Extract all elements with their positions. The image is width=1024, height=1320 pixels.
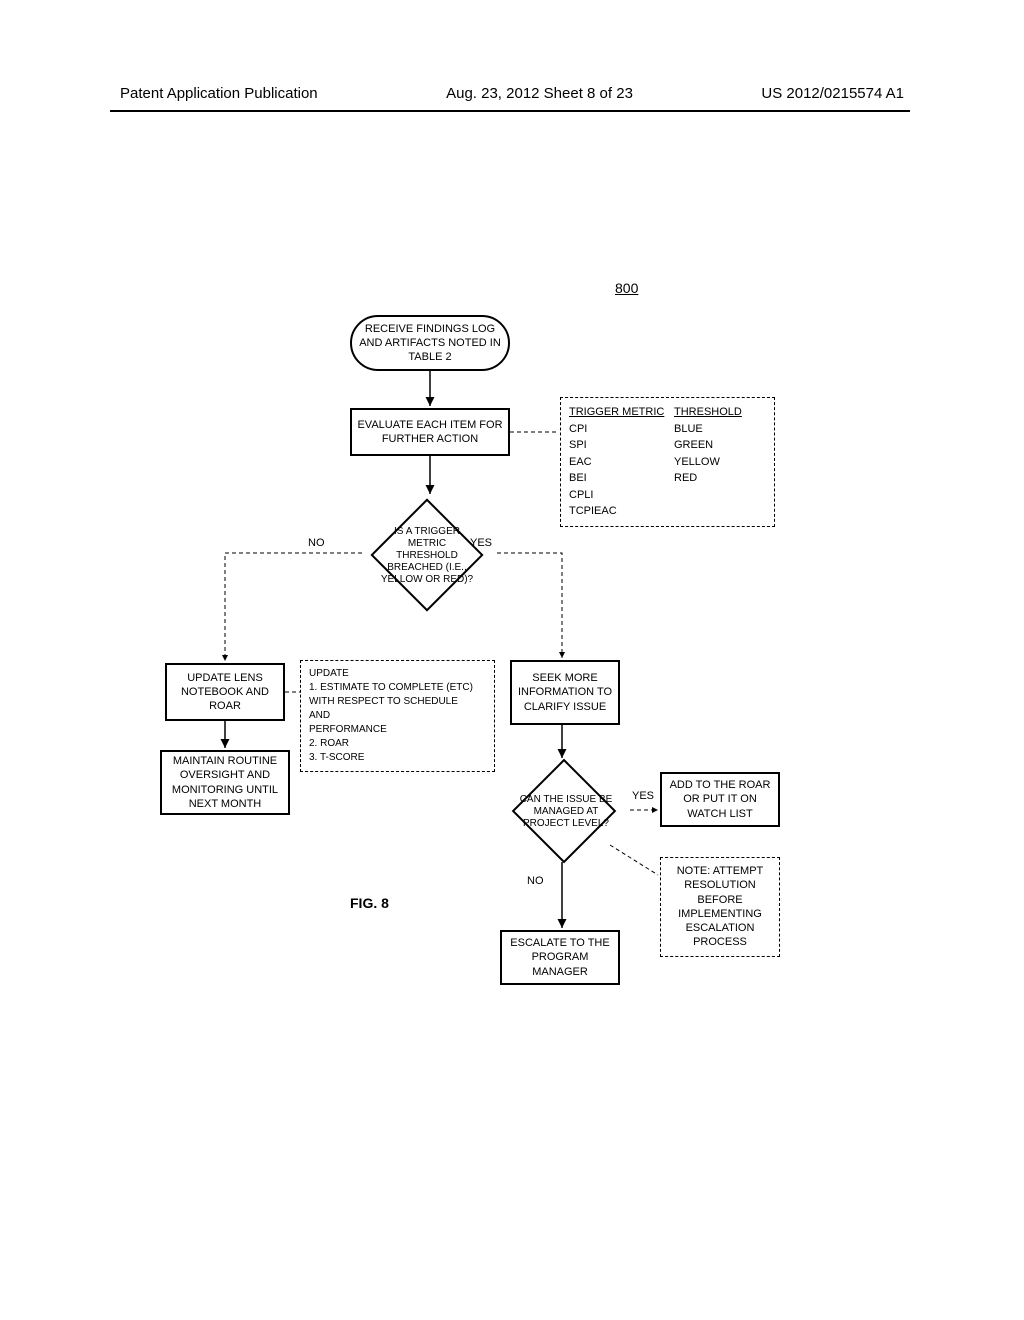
escalation-note: NOTE: ATTEMPT RESOLUTION BEFORE IMPLEMEN… (660, 857, 780, 957)
edges-layer (0, 305, 1024, 1205)
metric-cell: YELLOW (674, 454, 744, 471)
update-note-line: 3. T-SCORE (309, 751, 486, 765)
header-rule (110, 110, 910, 112)
node-start-text: RECEIVE FINDINGS LOG AND ARTIFACTS NOTED… (356, 322, 504, 365)
node-update-lens-text: UPDATE LENS NOTEBOOK AND ROAR (171, 671, 279, 714)
flowchart: RECEIVE FINDINGS LOG AND ARTIFACTS NOTED… (0, 305, 1024, 1205)
metric-cell: BLUE (674, 421, 744, 438)
update-note-line: PERFORMANCE (309, 723, 486, 737)
metric-table: TRIGGER METRIC THRESHOLD CPIBLUE SPIGREE… (560, 397, 775, 527)
metric-cell (674, 487, 744, 504)
metric-cell: EAC (569, 454, 674, 471)
metric-cell: SPI (569, 437, 674, 454)
metric-cell (674, 503, 744, 520)
metric-cell: CPLI (569, 487, 674, 504)
metric-cell: CPI (569, 421, 674, 438)
update-note-line: 2. ROAR (309, 737, 486, 751)
node-seek-info-text: SEEK MORE INFORMATION TO CLARIFY ISSUE (516, 671, 614, 714)
node-decision1: IS A TRIGGER METRIC THRESHOLD BREACHED (… (357, 500, 497, 610)
node-decision2-text: CAN THE ISSUE BE MANAGED AT PROJECT LEVE… (517, 794, 615, 830)
escalation-note-text: NOTE: ATTEMPT RESOLUTION BEFORE IMPLEMEN… (677, 865, 764, 948)
metric-table-h1: TRIGGER METRIC (569, 404, 674, 421)
node-maintain: MAINTAIN ROUTINE OVERSIGHT AND MONITORIN… (160, 750, 290, 815)
node-evaluate: EVALUATE EACH ITEM FOR FURTHER ACTION (350, 408, 510, 456)
node-start: RECEIVE FINDINGS LOG AND ARTIFACTS NOTED… (350, 315, 510, 371)
update-note-line: 1. ESTIMATE TO COMPLETE (ETC) (309, 681, 486, 695)
header-left: Patent Application Publication (120, 85, 318, 102)
node-add-roar: ADD TO THE ROAR OR PUT IT ON WATCH LIST (660, 772, 780, 827)
label-no1: NO (308, 537, 325, 549)
metric-cell: BEI (569, 470, 674, 487)
metric-cell: RED (674, 470, 744, 487)
node-decision2: CAN THE ISSUE BE MANAGED AT PROJECT LEVE… (495, 760, 635, 864)
update-note: UPDATE 1. ESTIMATE TO COMPLETE (ETC) WIT… (300, 660, 495, 772)
metric-cell: GREEN (674, 437, 744, 454)
node-add-roar-text: ADD TO THE ROAR OR PUT IT ON WATCH LIST (666, 778, 774, 821)
page-header: Patent Application Publication Aug. 23, … (0, 85, 1024, 102)
header-right: US 2012/0215574 A1 (761, 85, 904, 102)
update-note-title: UPDATE (309, 667, 486, 681)
node-escalate-text: ESCALATE TO THE PROGRAM MANAGER (506, 936, 614, 979)
figure-label: FIG. 8 (350, 895, 389, 911)
node-escalate: ESCALATE TO THE PROGRAM MANAGER (500, 930, 620, 985)
update-note-line: AND (309, 709, 486, 723)
header-center: Aug. 23, 2012 Sheet 8 of 23 (446, 85, 633, 102)
node-seek-info: SEEK MORE INFORMATION TO CLARIFY ISSUE (510, 660, 620, 725)
metric-cell: TCPIEAC (569, 503, 674, 520)
node-maintain-text: MAINTAIN ROUTINE OVERSIGHT AND MONITORIN… (166, 754, 284, 811)
node-evaluate-text: EVALUATE EACH ITEM FOR FURTHER ACTION (356, 418, 504, 447)
label-yes2: YES (632, 790, 654, 802)
page-number: 800 (615, 280, 638, 296)
update-note-line: WITH RESPECT TO SCHEDULE (309, 695, 486, 709)
label-no2: NO (527, 875, 544, 887)
metric-table-h2: THRESHOLD (674, 404, 744, 421)
node-decision1-text: IS A TRIGGER METRIC THRESHOLD BREACHED (… (377, 526, 477, 586)
label-yes1: YES (470, 537, 492, 549)
node-update-lens: UPDATE LENS NOTEBOOK AND ROAR (165, 663, 285, 721)
